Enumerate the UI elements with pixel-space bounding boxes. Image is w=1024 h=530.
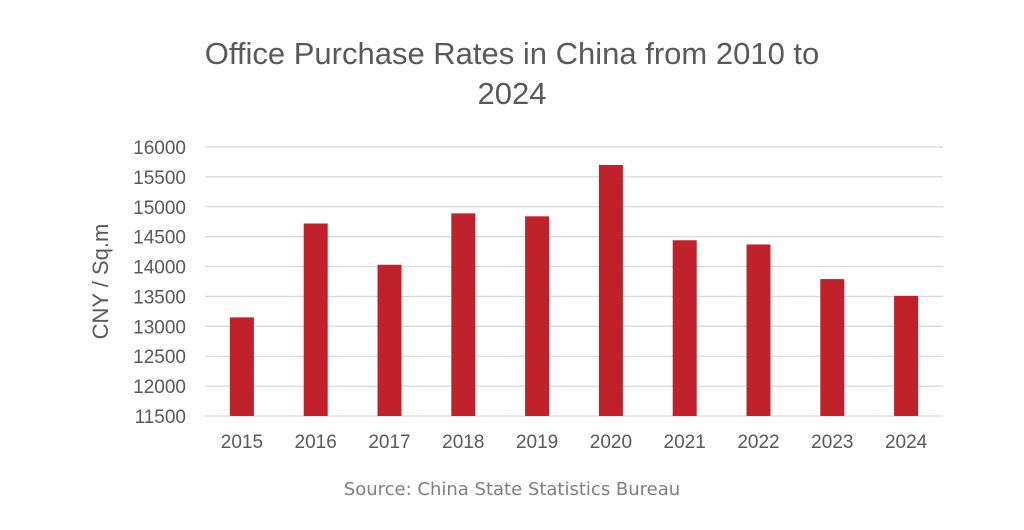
x-tick-label: 2024 xyxy=(885,432,928,453)
y-tick-label: 12000 xyxy=(133,377,186,398)
y-tick-label: 15000 xyxy=(133,198,186,219)
x-tick-label: 2017 xyxy=(368,432,410,453)
chart-title-line-1: Office Purchase Rates in China from 2010… xyxy=(204,36,820,71)
bar-2023 xyxy=(820,279,845,416)
x-tick-label: 2023 xyxy=(811,432,853,453)
x-tick-label: 2019 xyxy=(516,432,558,453)
x-tick-label: 2020 xyxy=(590,432,632,453)
y-tick-label: 15500 xyxy=(133,168,186,189)
bar-2024 xyxy=(894,295,919,416)
x-tick-label: 2022 xyxy=(737,432,779,453)
chart-title-line-2: 2024 xyxy=(477,76,547,111)
y-tick-label: 11500 xyxy=(135,407,186,428)
y-tick-label: 14000 xyxy=(133,258,186,279)
y-tick-label: 16000 xyxy=(133,138,186,159)
y-tick-label: 14500 xyxy=(133,228,186,249)
bar-2021 xyxy=(672,240,697,416)
bar-2018 xyxy=(451,213,476,416)
y-tick-label: 12500 xyxy=(133,347,186,368)
chart-title: Office Purchase Rates in China from 2010… xyxy=(0,34,1024,114)
bar-2020 xyxy=(598,164,623,416)
bar-2017 xyxy=(377,264,402,416)
bar-2016 xyxy=(303,223,328,416)
y-tick-label: 13500 xyxy=(133,287,186,308)
x-tick-label: 2016 xyxy=(295,432,337,453)
y-axis-title: CNY / Sq.m xyxy=(88,224,113,340)
bar-2019 xyxy=(525,216,550,416)
x-tick-label: 2015 xyxy=(221,432,263,453)
y-tick-label: 13000 xyxy=(133,317,186,338)
bar-2015 xyxy=(229,317,254,416)
x-tick-label: 2018 xyxy=(442,432,484,453)
bar-2022 xyxy=(746,244,771,416)
chart-source: Source: China State Statistics Bureau xyxy=(343,479,681,500)
x-tick-label: 2021 xyxy=(664,432,706,453)
